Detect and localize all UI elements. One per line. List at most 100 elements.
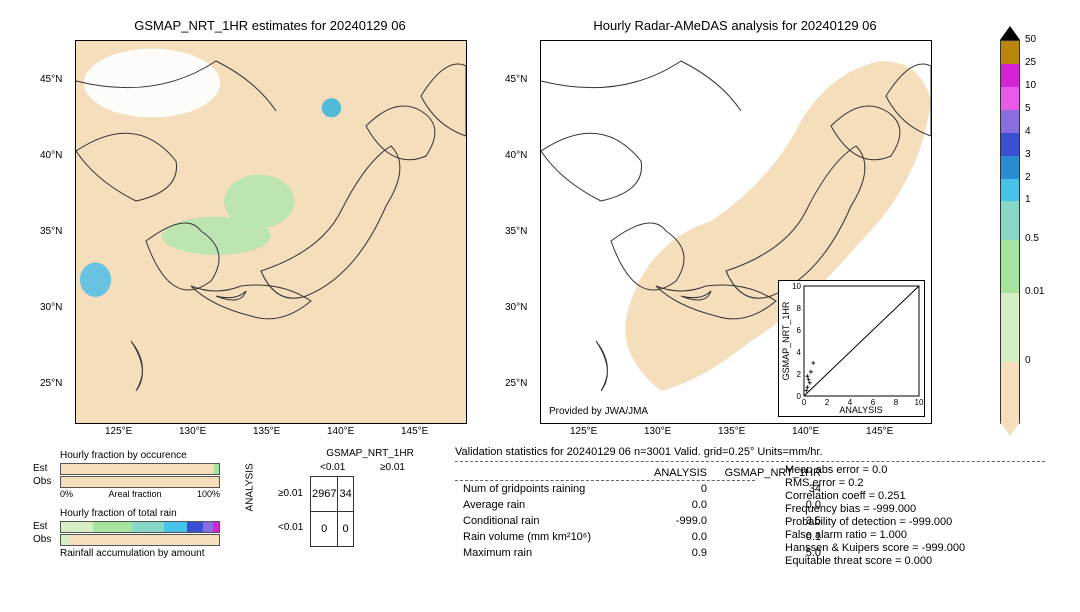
axis-tick: 145°E: [401, 426, 428, 437]
colorbar: 50 2510543210.50.010: [1000, 40, 1020, 422]
axis-tick: 140°E: [327, 426, 354, 437]
axis-tick: 45°N: [505, 74, 527, 85]
cb-segment: [1001, 64, 1019, 87]
cb-segment: [1001, 133, 1019, 156]
axis-tick: 45°N: [40, 74, 62, 85]
axis-tick: 145°E: [866, 426, 893, 437]
cb-tick: 50: [1025, 34, 1055, 45]
ct-cell-01: 34: [338, 477, 353, 512]
axis-tick: 35°N: [40, 226, 62, 237]
occ-est-bar: Est: [60, 463, 220, 475]
cb-tick: 0: [1025, 355, 1055, 366]
cb-tick: 1: [1025, 194, 1055, 205]
vrow-label: Average rain: [457, 498, 629, 512]
ct-r2: <0.01: [278, 522, 303, 533]
vrow-v1: 0: [631, 482, 713, 496]
vrow-label: Rain volume (mm km²10⁶): [457, 530, 629, 544]
vrow-label: Num of gridpoints raining: [457, 482, 629, 496]
svg-text:0: 0: [802, 398, 807, 407]
occ-title: Hourly fraction by occurence: [60, 450, 220, 461]
stat-line: Correlation coeff = 0.251: [785, 490, 965, 502]
cb-segment: [1001, 87, 1019, 110]
svg-text:0: 0: [797, 392, 802, 401]
axis-tick: 130°E: [179, 426, 206, 437]
cb-segment: [1001, 110, 1019, 133]
axis-tick: 140°E: [792, 426, 819, 437]
stat-line: RMS error = 0.2: [785, 477, 965, 489]
axis-tick: 40°N: [505, 150, 527, 161]
tot-obs-bar: Obs: [60, 534, 220, 546]
svg-text:4: 4: [797, 348, 802, 357]
vcol1: ANALYSIS: [631, 466, 713, 480]
axis-tick: 35°N: [505, 226, 527, 237]
contingency-table: 296734 00: [310, 476, 354, 547]
map-title-left: GSMAP_NRT_1HR estimates for 20240129 06: [75, 18, 465, 33]
cb-segment: [1001, 201, 1019, 239]
stat-line: Equitable threat score = 0.000: [785, 555, 965, 567]
occ-obs-bar: Obs: [60, 476, 220, 488]
dashline-top: [455, 461, 1045, 462]
ct-rowlbl: ANALYSIS: [245, 463, 256, 511]
svg-text:10: 10: [792, 282, 801, 291]
stat-line: Probability of detection = -999.000: [785, 516, 965, 528]
cb-segment: [1001, 41, 1019, 64]
areal-100: 100%: [197, 489, 220, 499]
ct-cell-10: 0: [311, 512, 338, 547]
stat-line: Hanssen & Kuipers score = -999.000: [785, 542, 965, 554]
scatter-xlabel: ANALYSIS: [839, 405, 882, 415]
axis-tick: 30°N: [505, 302, 527, 313]
axis-tick: 25°N: [505, 378, 527, 389]
svg-text:8: 8: [894, 398, 899, 407]
cb-segment: [1001, 179, 1019, 202]
totalrain-bars: Hourly fraction of total rain Est Obs Ra…: [60, 508, 220, 561]
vrow-label: Conditional rain: [457, 514, 629, 528]
svg-text:2: 2: [825, 398, 830, 407]
axis-tick: 130°E: [644, 426, 671, 437]
svg-text:2: 2: [797, 370, 802, 379]
cb-tick: 0.5: [1025, 233, 1055, 244]
areal-0: 0%: [60, 489, 73, 499]
areal-label: Areal fraction: [108, 489, 161, 499]
stat-line: Mean abs error = 0.0: [785, 464, 965, 476]
axis-tick: 135°E: [718, 426, 745, 437]
cb-tick: 0.01: [1025, 286, 1055, 297]
axis-tick: 40°N: [40, 150, 62, 161]
colorbar-cap-bottom: [1000, 422, 1020, 436]
cb-tick: 2: [1025, 172, 1055, 183]
attribution-text: Provided by JWA/JMA: [549, 406, 648, 417]
cb-segment: [1001, 362, 1019, 423]
dashline-sub: [455, 480, 755, 481]
map-title-right: Hourly Radar-AMeDAS analysis for 2024012…: [540, 18, 930, 33]
cb-tick: 5: [1025, 103, 1055, 114]
scatter-inset: 0246810 0246810 ANALYSIS GSMAP_NRT_1HR: [778, 280, 925, 417]
cb-segment: [1001, 293, 1019, 362]
cb-segment: [1001, 240, 1019, 293]
stat-line: Frequency bias = -999.000: [785, 503, 965, 515]
svg-text:8: 8: [797, 304, 802, 313]
vrow-v1: 0.0: [631, 530, 713, 544]
map-gsmap: [75, 40, 467, 424]
svg-text:6: 6: [797, 326, 802, 335]
cb-tick: 4: [1025, 126, 1055, 137]
colorbar-cap-top: [1000, 26, 1020, 40]
scatter-ylabel: GSMAP_NRT_1HR: [781, 301, 791, 380]
ct-r1: ≥0.01: [278, 488, 303, 499]
vrow-v1: -999.0: [631, 514, 713, 528]
map-amedas: Provided by JWA/JMA 0246810 0246810 ANAL…: [540, 40, 932, 424]
stat-line: False alarm ratio = 1.000: [785, 529, 965, 541]
tot-title: Hourly fraction of total rain: [60, 508, 220, 519]
occurrence-bars: Hourly fraction by occurence Est Obs 0% …: [60, 450, 220, 499]
figure-root: GSMAP_NRT_1HR estimates for 20240129 06 …: [10, 10, 1070, 602]
axis-tick: 30°N: [40, 302, 62, 313]
axis-tick: 125°E: [105, 426, 132, 437]
cb-tick: 25: [1025, 57, 1055, 68]
ct-col2: ≥0.01: [380, 462, 405, 473]
vrow-v1: 0.0: [631, 498, 713, 512]
svg-text:10: 10: [915, 398, 924, 407]
ct-title: GSMAP_NRT_1HR: [315, 448, 425, 459]
axis-tick: 25°N: [40, 378, 62, 389]
cb-tick: 3: [1025, 149, 1055, 160]
tot-est-bar: Est: [60, 521, 220, 533]
validation-header: Validation statistics for 20240129 06 n=…: [455, 446, 823, 458]
stats-right-col: Mean abs error = 0.0RMS error = 0.2Corre…: [785, 464, 965, 568]
